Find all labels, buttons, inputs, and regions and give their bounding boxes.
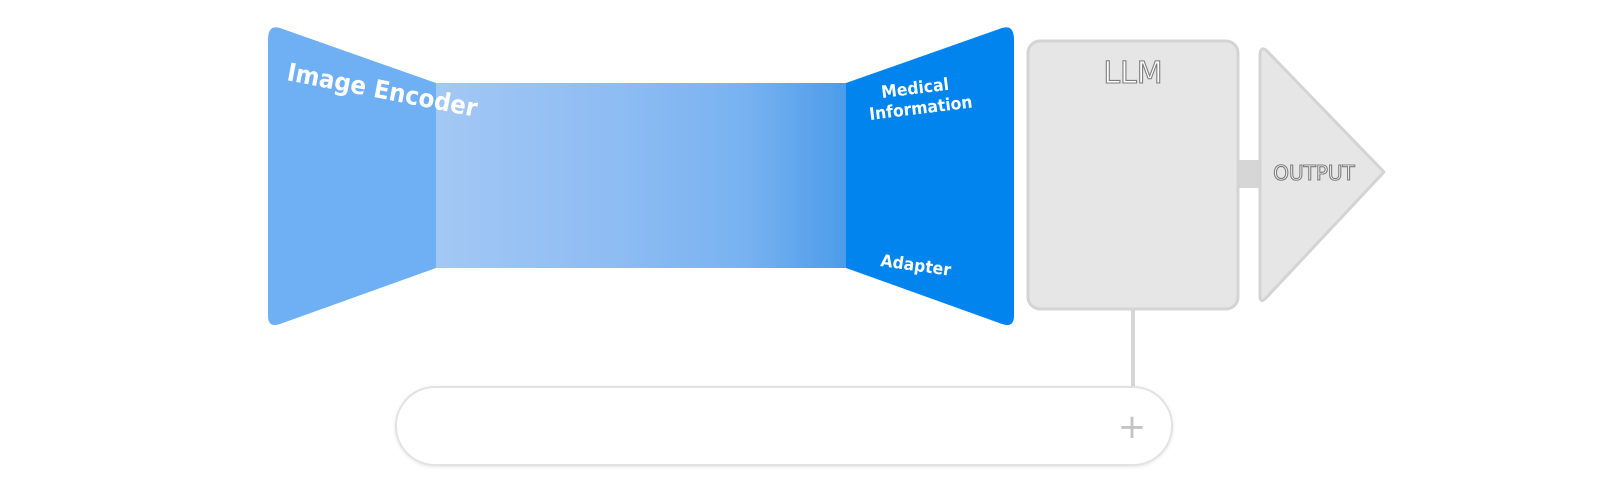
add-icon[interactable]: + [1118, 407, 1147, 447]
llm-label: LLM [1103, 56, 1162, 91]
llm-box [1026, 39, 1240, 311]
image-encoder-panel [268, 27, 436, 325]
feature-bridge [432, 83, 850, 268]
output-arrow [1258, 47, 1386, 303]
output-label: OUTPUT [1273, 161, 1355, 185]
adapter-panel [846, 27, 1014, 325]
prompt-input-bar[interactable] [395, 386, 1173, 466]
